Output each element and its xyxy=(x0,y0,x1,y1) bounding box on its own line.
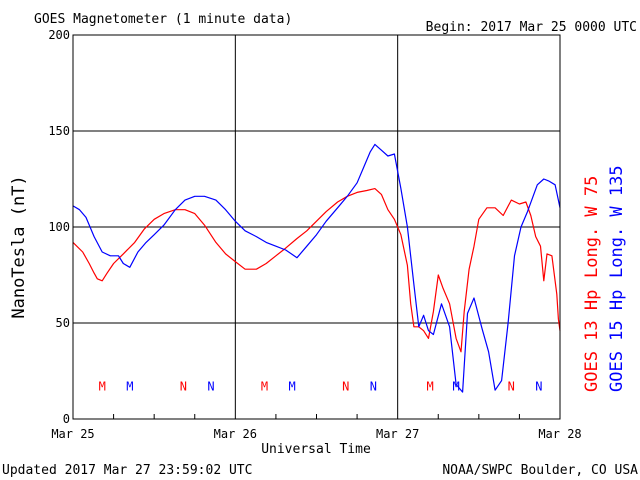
legend-goes15-longitude: Long. W 135 xyxy=(607,165,627,278)
marker-N-goes13: N xyxy=(508,379,515,393)
legend-goes13-name: GOES 13 Hp xyxy=(582,290,602,392)
series-line-goes13 xyxy=(72,188,561,353)
marker-N-goes15: N xyxy=(207,379,214,393)
marker-M-goes13: M xyxy=(99,379,106,393)
grid xyxy=(73,35,560,419)
plot-frame xyxy=(72,34,561,420)
source-label: NOAA/SWPC Boulder, CO USA xyxy=(442,463,638,478)
x-axis-label: Universal Time xyxy=(261,442,371,457)
marker-M-goes15: M xyxy=(289,379,296,393)
legend-goes15-name: GOES 15 Hp xyxy=(607,290,627,392)
chart-title: GOES Magnetometer (1 minute data) xyxy=(34,12,292,27)
legend-goes13-longitude: Long. W 75 xyxy=(582,176,602,278)
series-line-goes15 xyxy=(72,143,561,393)
y-tick-labels: 0 50 100 150 200 xyxy=(48,28,70,426)
marker-M-goes15: M xyxy=(452,379,459,393)
updated-label: Updated 2017 Mar 27 23:59:02 UTC xyxy=(2,463,252,478)
series-lines xyxy=(72,143,561,393)
y-axis-label: NanoTesla (nT) xyxy=(9,175,29,318)
y-tick-label-200: 200 xyxy=(48,28,70,42)
marker-N-goes13: N xyxy=(342,379,349,393)
x-tick-labels: Mar 25 Mar 26 Mar 27 Mar 28 xyxy=(51,427,581,441)
begin-label: Begin: 2017 Mar 25 0000 UTC xyxy=(426,20,637,35)
y-tick-label-0: 0 xyxy=(63,412,70,426)
marker-N-goes15: N xyxy=(370,379,377,393)
marker-M-goes13: M xyxy=(427,379,434,393)
x-tick-label-0: Mar 25 xyxy=(51,427,94,441)
x-tick-label-3: Mar 28 xyxy=(538,427,581,441)
x-tick-label-1: Mar 26 xyxy=(214,427,257,441)
marker-M-goes15: M xyxy=(126,379,133,393)
x-tick-label-2: Mar 27 xyxy=(376,427,419,441)
y-tick-label-50: 50 xyxy=(56,316,70,330)
marker-N-goes15: N xyxy=(535,379,542,393)
legend: GOES 13 Hp Long. W 75 GOES 15 Hp Long. W… xyxy=(582,165,627,392)
y-tick-label-100: 100 xyxy=(48,220,70,234)
y-tick-label-150: 150 xyxy=(48,124,70,138)
marker-N-goes13: N xyxy=(180,379,187,393)
marker-M-goes13: M xyxy=(261,379,268,393)
